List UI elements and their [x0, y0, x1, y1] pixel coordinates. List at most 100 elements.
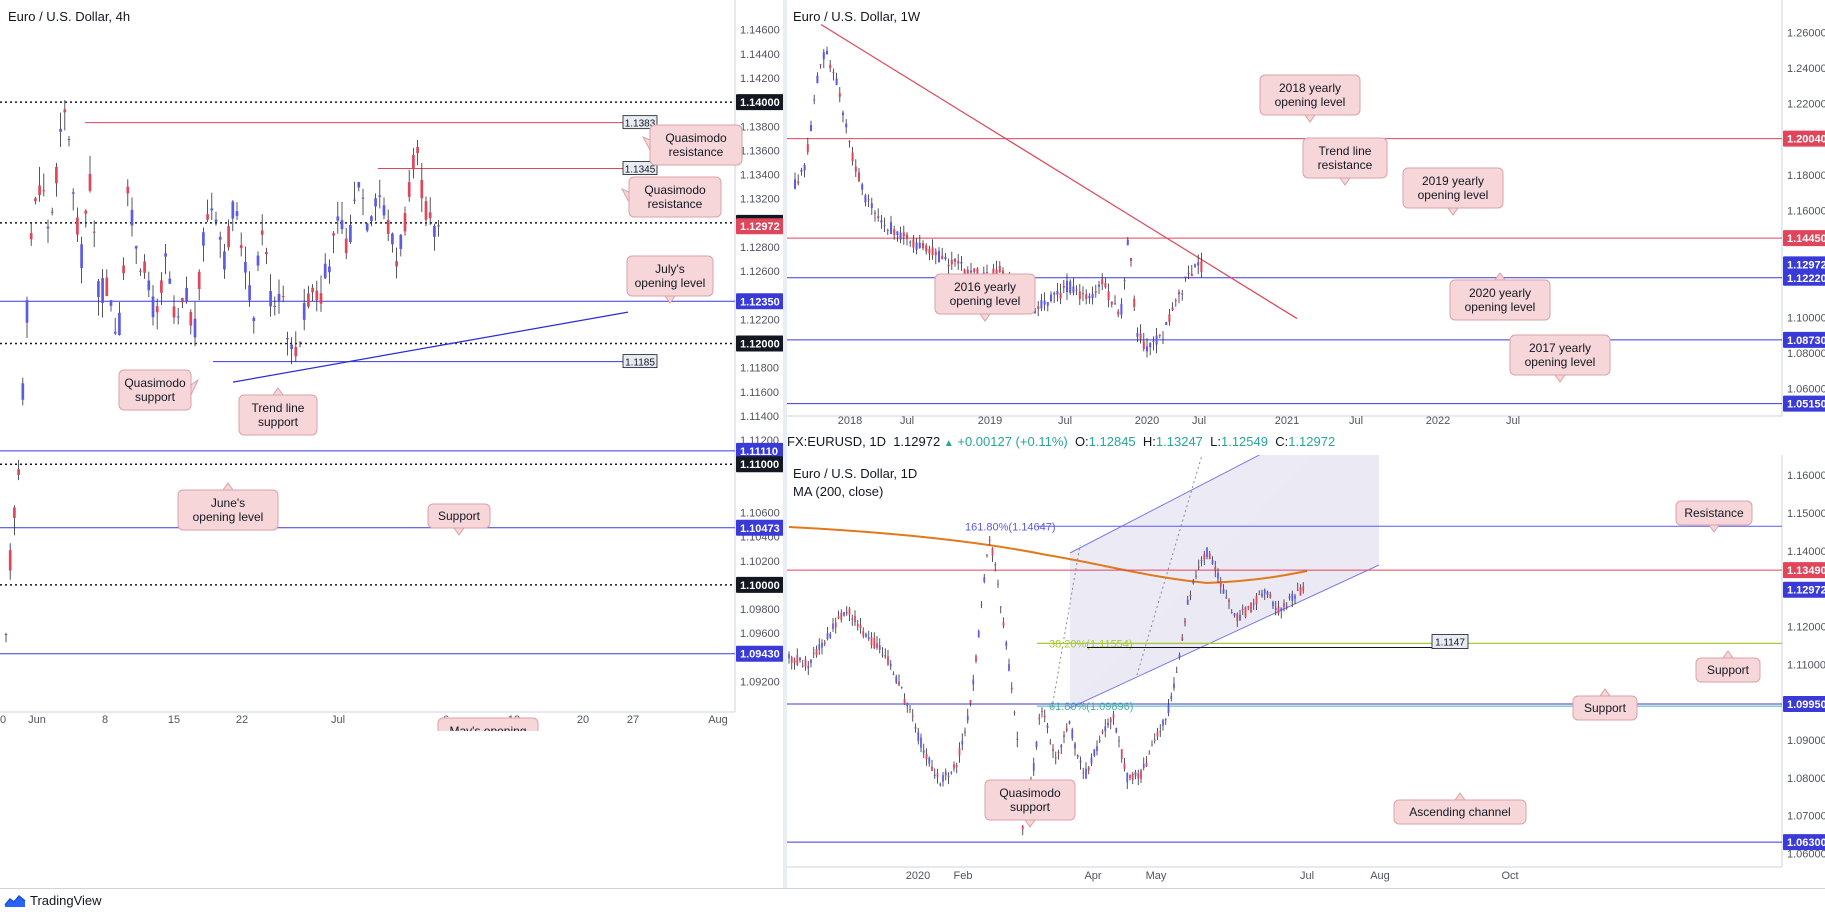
candle-body: [76, 217, 79, 235]
candle-body: [809, 124, 813, 132]
candle-body: [914, 727, 917, 729]
candle-body: [1060, 745, 1063, 748]
x-tick-label: Apr: [1084, 870, 1101, 882]
y-tick-label: 1.14000: [1787, 546, 1825, 558]
chart-svg-1d[interactable]: 1.16000 1.15000 1.14000 1.12000 1.11000 1.090…: [787, 455, 1825, 888]
price-badge: [1783, 696, 1825, 713]
price-badge-text: 1.20040: [1787, 134, 1825, 146]
candle-body: [973, 268, 976, 272]
y-tick-label: 1.13400: [740, 170, 780, 182]
candle-body: [50, 211, 54, 213]
annotation-pointer: [1304, 114, 1316, 123]
candle-body: [1123, 763, 1126, 770]
candle-body: [1184, 276, 1187, 278]
annotation-text: 2019 yearly: [1422, 174, 1484, 188]
candle-body: [1010, 687, 1013, 690]
candle-body: [969, 270, 973, 273]
chart-panel-4h[interactable]: 1.14600 1.14400 1.14200 1.13800 1.13600 1.134…: [0, 0, 783, 731]
chart-svg-1w[interactable]: 1.26000 1.24000 1.22000 1.18000 1.16000 1.100…: [787, 0, 1825, 427]
candle-body: [1153, 739, 1156, 741]
candle-body: [998, 265, 1001, 273]
candle-body: [1115, 728, 1118, 733]
vertical-divider[interactable]: [783, 0, 787, 888]
candle-body: [1085, 294, 1088, 299]
price-badge: [1783, 834, 1825, 851]
candle-body: [1197, 566, 1200, 568]
candle-body: [1299, 587, 1302, 596]
y-tick-label: 1.10600: [740, 507, 780, 519]
candle-body: [1225, 597, 1228, 599]
price-badge: [1783, 562, 1825, 579]
candle-body: [1098, 740, 1101, 742]
candle-body: [1165, 322, 1168, 325]
candle-body: [1118, 740, 1120, 742]
candle-body: [925, 754, 928, 760]
candle-body: [851, 618, 854, 620]
x-tick-label: 22: [236, 714, 248, 726]
candle-body: [38, 185, 41, 196]
chart-svg-4h[interactable]: 1.14600 1.14400 1.14200 1.13800 1.13600 1.134…: [0, 0, 783, 731]
candle-body: [298, 341, 302, 343]
annotation-text: May's opening: [449, 724, 526, 731]
candle-body: [931, 766, 933, 771]
candle-body: [903, 698, 906, 704]
candle-body: [1206, 547, 1208, 558]
annotation-text: Trend line: [1319, 144, 1372, 158]
candle-body: [1096, 746, 1098, 752]
annotation-pointer: [979, 313, 991, 322]
candle-body: [269, 291, 272, 307]
candle-body: [810, 659, 812, 664]
candle-body: [797, 181, 800, 184]
chart-panel-1d[interactable]: 1.16000 1.15000 1.14000 1.12000 1.11000 1.090…: [787, 455, 1825, 888]
candle-body: [332, 233, 335, 236]
candle-body: [944, 256, 947, 260]
y-tick-label: 1.24000: [1787, 63, 1825, 75]
candle-body: [382, 205, 386, 216]
candle-body: [867, 199, 870, 201]
candle-body: [986, 554, 988, 556]
annotation-text: Ascending channel: [1409, 805, 1510, 819]
candle-body: [1087, 767, 1090, 771]
candle-body: [961, 740, 964, 745]
chart-panel-1w[interactable]: 1.26000 1.24000 1.22000 1.18000 1.16000 1.100…: [787, 0, 1825, 427]
candle-body: [1063, 734, 1065, 738]
candle-body: [807, 665, 810, 669]
x-tick-label: 10: [0, 714, 6, 726]
annotation-pointer: [620, 187, 630, 203]
candle-body: [1258, 593, 1261, 595]
candle-body: [972, 679, 975, 685]
candle-body: [433, 226, 436, 237]
candle-body: [950, 772, 953, 774]
annotation-text: opening level: [1525, 355, 1596, 369]
candle-body: [1113, 303, 1117, 305]
candle-body: [1110, 301, 1113, 305]
last-price: 1.12972: [893, 434, 941, 449]
candle-body: [841, 112, 845, 116]
candle-body: [1186, 599, 1189, 605]
candle-body: [867, 637, 870, 639]
candle-body: [1062, 285, 1065, 288]
price-badge: [736, 519, 783, 536]
candle-body: [928, 757, 931, 764]
annotation-text: Quasimodo: [999, 786, 1061, 800]
candle-body: [963, 269, 966, 274]
segment-label: 1.1185: [625, 358, 655, 369]
candle-body: [955, 765, 958, 767]
candle-body: [101, 278, 104, 304]
candle-body: [818, 644, 821, 650]
price-badge-text: 1.12972: [1787, 585, 1825, 597]
candle-body: [1123, 280, 1126, 282]
candle-body: [105, 277, 109, 297]
candle-body: [344, 238, 348, 254]
candle-body: [947, 264, 950, 267]
candle-body: [1082, 772, 1085, 774]
candle-body: [223, 251, 226, 270]
candle-body: [999, 606, 1002, 608]
candle-body: [349, 224, 352, 243]
candle-body: [829, 64, 832, 69]
price-badge-text: 1.13490: [1787, 565, 1825, 577]
candle-body: [126, 186, 130, 194]
candle-body: [861, 184, 864, 190]
candle-body: [286, 337, 289, 340]
candle-body: [1131, 773, 1134, 780]
